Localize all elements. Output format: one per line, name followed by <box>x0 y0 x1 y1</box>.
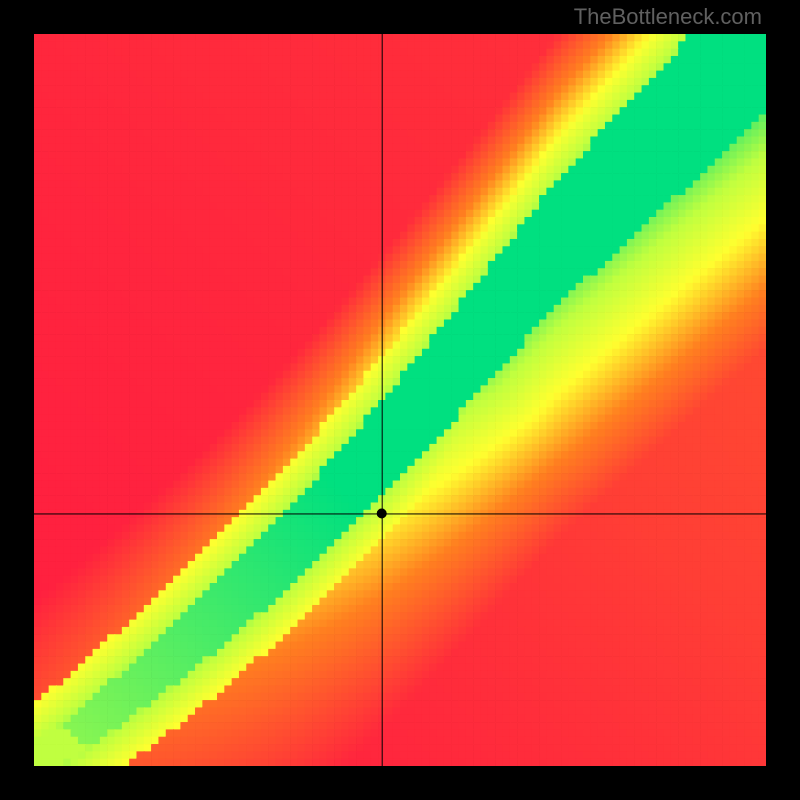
watermark-text: TheBottleneck.com <box>574 4 762 30</box>
heatmap-canvas <box>34 34 766 766</box>
chart-container: TheBottleneck.com <box>0 0 800 800</box>
heatmap-plot <box>34 34 766 766</box>
